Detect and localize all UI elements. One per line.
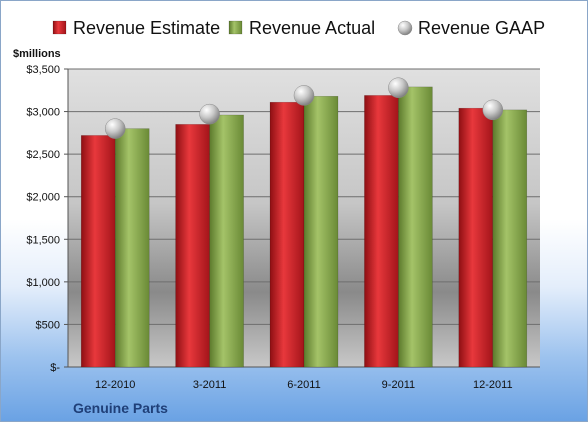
x-tick-label: 9-2011 bbox=[382, 379, 415, 391]
y-tick-label: $500 bbox=[36, 319, 60, 331]
y-axis-unit-label: $millions bbox=[13, 48, 61, 60]
y-axis: $- $500 $1,000 $1,500 $2,000 $2,500 $3,000 $3,5… bbox=[26, 64, 69, 374]
bar-revenue-estimate bbox=[364, 95, 399, 368]
marker-revenue-gaap bbox=[199, 103, 220, 125]
bar-revenue-estimate bbox=[458, 107, 494, 368]
legend-label-revenue-estimate: Revenue Estimate bbox=[73, 18, 220, 38]
gaap-markers bbox=[104, 77, 504, 139]
y-tick-label: $2,500 bbox=[26, 149, 60, 161]
marker-revenue-gaap bbox=[293, 85, 315, 106]
y-tick-label: $- bbox=[50, 362, 60, 374]
bar-revenue-actual bbox=[303, 95, 339, 368]
company-name: Genuine Parts bbox=[73, 400, 168, 416]
x-tick-label: 12-2010 bbox=[95, 379, 135, 391]
bar-revenue-estimate bbox=[269, 101, 305, 368]
legend-swatch-revenue-estimate bbox=[52, 20, 67, 35]
bar-revenue-actual bbox=[398, 86, 433, 368]
bars bbox=[80, 86, 528, 368]
bar-revenue-estimate bbox=[175, 124, 210, 368]
legend-label-revenue-actual: Revenue Actual bbox=[249, 18, 375, 38]
legend: Revenue Estimate Revenue Actual Revenue GA… bbox=[52, 18, 545, 38]
bar-revenue-actual bbox=[492, 109, 528, 368]
legend-label-revenue-gaap: Revenue GAAP bbox=[418, 18, 545, 38]
y-tick-label: $3,000 bbox=[26, 107, 60, 119]
legend-swatch-revenue-actual bbox=[228, 20, 243, 35]
bar-revenue-estimate bbox=[80, 135, 116, 368]
marker-revenue-gaap bbox=[388, 77, 409, 98]
y-tick-label: $2,000 bbox=[26, 192, 60, 204]
bar-revenue-actual bbox=[209, 114, 244, 368]
marker-revenue-gaap bbox=[482, 99, 504, 121]
marker-revenue-gaap bbox=[104, 118, 126, 139]
y-tick-label: $3,500 bbox=[26, 64, 60, 76]
y-tick-label: $1,500 bbox=[26, 234, 60, 246]
legend-swatch-revenue-gaap bbox=[397, 20, 413, 36]
bar-revenue-actual bbox=[114, 128, 150, 368]
x-tick-label: 3-2011 bbox=[193, 379, 226, 391]
x-tick-label: 12-2011 bbox=[473, 379, 513, 391]
y-tick-label: $1,000 bbox=[26, 277, 60, 289]
x-tick-label: 6-2011 bbox=[287, 379, 320, 391]
x-axis: 12-2010 3-2011 6-2011 9-2011 12-2011 bbox=[68, 366, 540, 391]
